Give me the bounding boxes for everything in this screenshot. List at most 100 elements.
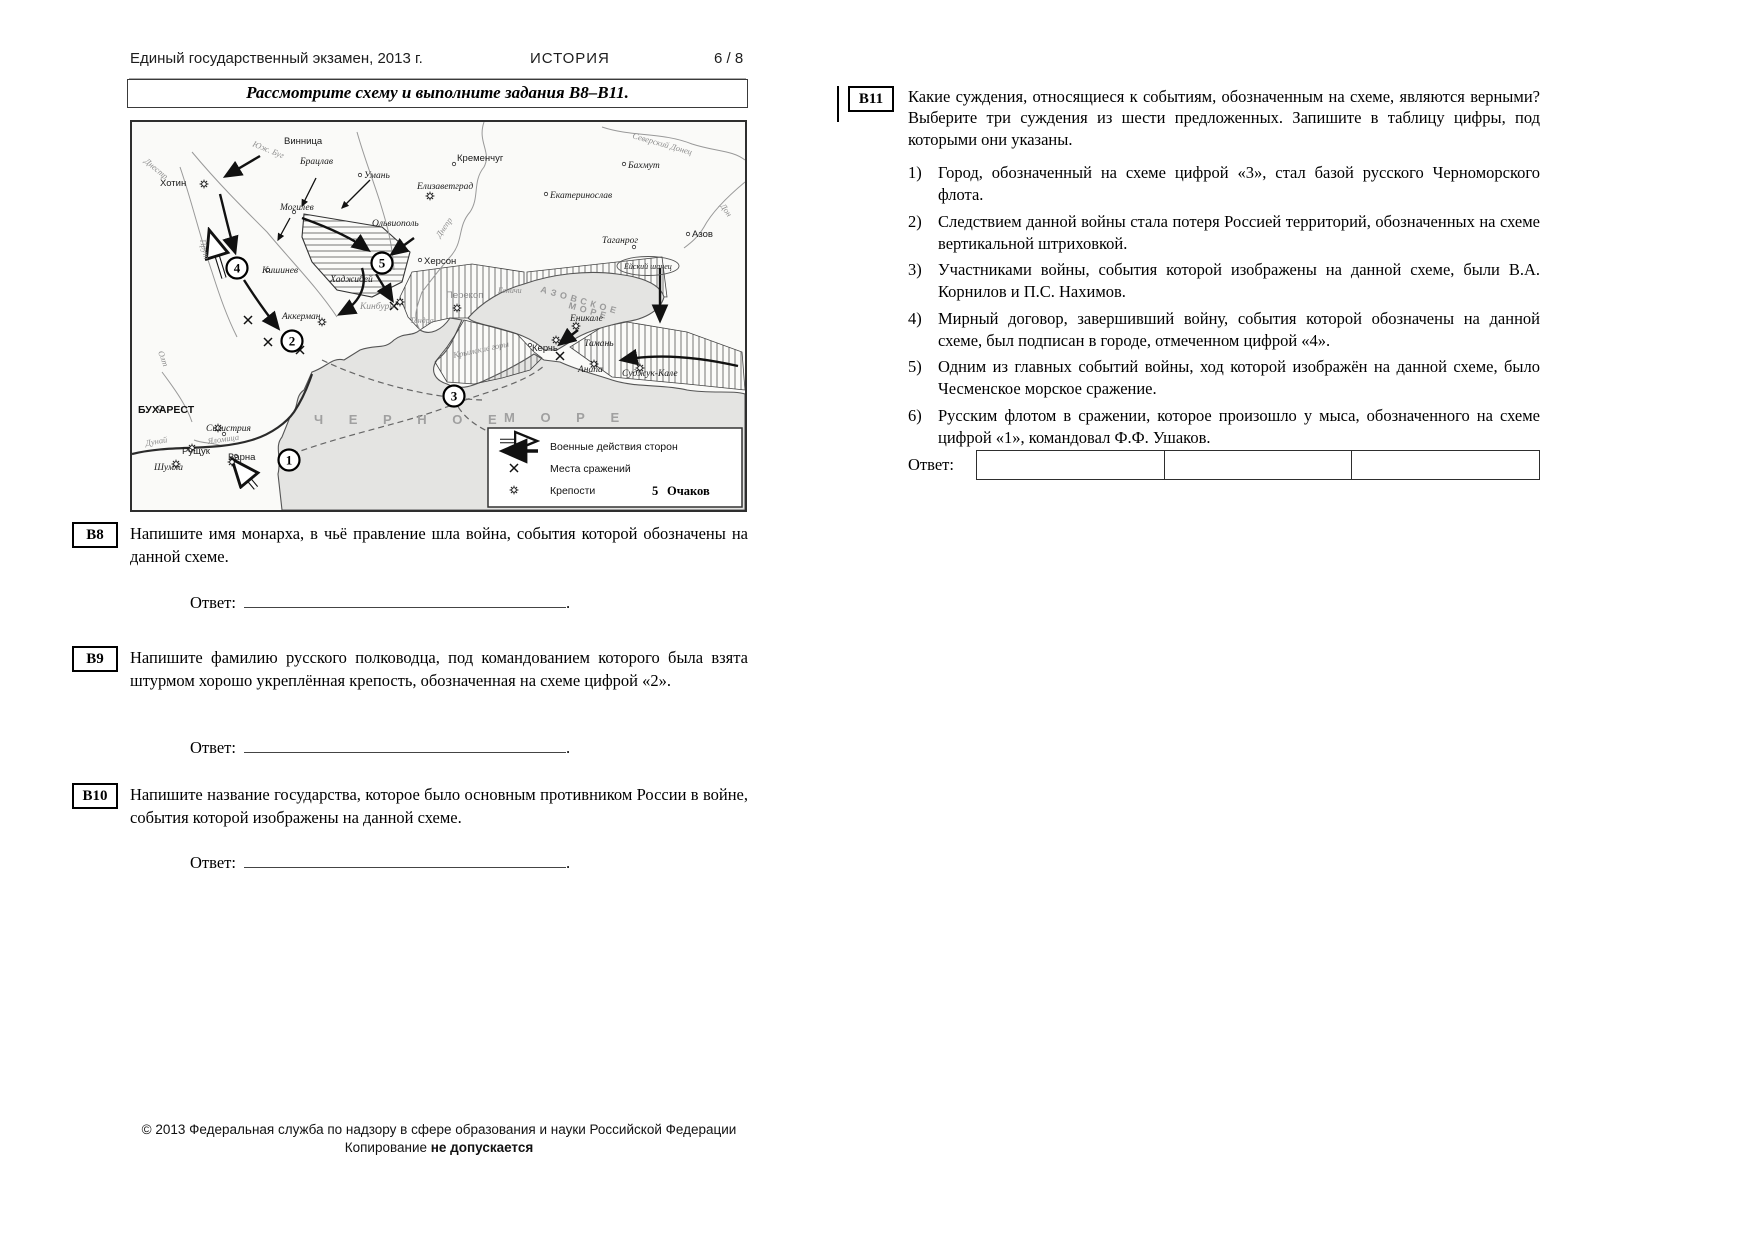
- b11-item-number: 3): [908, 260, 922, 280]
- page-number: 6 / 8: [714, 50, 744, 67]
- map-label: Силистрия: [206, 424, 251, 434]
- map-label: Хотин: [160, 178, 186, 189]
- instruction-banner: Рассмотрите схему и выполните задания В8…: [127, 79, 748, 108]
- rivers: [161, 122, 745, 447]
- legend-sample-name: Очаков: [667, 484, 710, 498]
- svg-text:1: 1: [286, 453, 293, 468]
- map-label: Елизаветград: [416, 181, 473, 192]
- b11-item: 2) Следствием данной войны стала потеря …: [908, 211, 1540, 255]
- legend-battles-label: Места сражений: [550, 463, 631, 475]
- map-label: Брацлав: [299, 157, 333, 167]
- military-arrows-white: [211, 236, 256, 490]
- legend-military-label: Военные действия сторон: [550, 441, 678, 453]
- question-b11-id: В11: [848, 86, 894, 112]
- map-label: Шумла: [153, 463, 183, 473]
- map-label: Дунай: [144, 434, 169, 448]
- map-label: Ольвиополь: [372, 219, 419, 229]
- question-b10: В10 Напишите название государства, котор…: [72, 783, 748, 830]
- page-footer: © 2013 Федеральная служба по надзору в с…: [130, 1121, 748, 1157]
- b11-item-number: 1): [908, 163, 922, 183]
- map-label: Тамань: [584, 339, 614, 349]
- b11-answer-cell-1[interactable]: [976, 451, 1165, 479]
- map-label: Хаджибей: [329, 274, 373, 285]
- map-number-marker: 1: [277, 448, 301, 472]
- question-b9: В9 Напишите фамилию русского полководца,…: [72, 646, 748, 693]
- b11-item: 3) Участниками войны, события которой из…: [908, 259, 1540, 303]
- map-label: Прут: [198, 237, 212, 260]
- map-number-marker: 2: [280, 329, 304, 353]
- b11-answer-cell-3[interactable]: [1352, 451, 1540, 479]
- map-label: Керчь: [532, 343, 558, 354]
- question-b10-text: Напишите название государства, которое б…: [130, 785, 748, 828]
- map-scheme: Ч Е Р Н О Е М О Р Е АЗОВСКОЕ МОРЕ Винниц…: [130, 120, 747, 512]
- answer-line-b8: Ответ:.: [190, 592, 570, 613]
- b11-item: 1) Город, обозначенный на схеме цифрой «…: [908, 162, 1540, 206]
- svg-text:4: 4: [234, 261, 241, 276]
- map-label: Рущук: [182, 446, 211, 457]
- map-label: Суджук-Кале: [622, 368, 678, 379]
- answer-blank-b9[interactable]: [243, 737, 566, 753]
- question-b8-text: Напишите имя монарха, в чьё правление шл…: [130, 524, 748, 567]
- map-label: Ч Е Р Н О Е: [314, 412, 508, 427]
- footer-warning: Копирование не допускается: [130, 1139, 748, 1157]
- answer-blank-b8[interactable]: [243, 592, 566, 608]
- danube-river: [132, 373, 314, 456]
- map-label: Тендра: [410, 316, 434, 325]
- answer-blank-b10[interactable]: [243, 852, 566, 868]
- map-legend: Военные действия сторон Места сражений К…: [487, 427, 743, 508]
- exam-title: Единый государственный экзамен, 2013 г.: [130, 50, 423, 67]
- b11-item-text: Участниками войны, события которой изобр…: [938, 260, 1540, 302]
- question-b8-id: В8: [72, 522, 118, 548]
- map-number-marker: 4: [225, 256, 249, 280]
- map-label: Таганрог: [602, 236, 638, 246]
- map-label: Яломица: [206, 432, 240, 446]
- answer-label: Ответ:: [190, 738, 236, 757]
- answer-line-b11: Ответ:: [908, 450, 1540, 480]
- military-arrows-thin: [277, 177, 371, 242]
- subject-title: ИСТОРИЯ: [530, 50, 610, 67]
- hatch-region-horizontal-ochakov: [301, 213, 411, 298]
- b11-items-list: 1) Город, обозначенный на схеме цифрой «…: [908, 162, 1540, 448]
- map-label: Кишинев: [261, 266, 298, 276]
- legend-sample-number: 5: [652, 484, 658, 498]
- map-label: Анапа: [577, 365, 603, 375]
- legend-fortress-label: Крепости: [550, 485, 595, 497]
- b11-item-number: 5): [908, 357, 922, 377]
- map-label: М О Р Е: [504, 410, 630, 425]
- b11-item-number: 2): [908, 211, 922, 231]
- map-number-marker: 5: [370, 251, 394, 275]
- b11-item-text: Мирный договор, завершивший войну, событ…: [938, 308, 1540, 350]
- b11-item: 5) Одним из главных событий войны, ход к…: [908, 356, 1540, 400]
- map-label: БУХАРЕСТ: [138, 404, 195, 416]
- b11-item-number: 4): [908, 308, 922, 328]
- footer-copyright: © 2013 Федеральная служба по надзору в с…: [141, 1122, 737, 1137]
- map-number-marker: 3: [442, 384, 466, 408]
- b11-item-text: Одним из главных событий войны, ход кото…: [938, 357, 1540, 399]
- question-b10-id: В10: [72, 783, 118, 809]
- b11-answer-table: [975, 450, 1540, 480]
- page-header: Единый государственный экзамен, 2013 г. …: [130, 50, 748, 70]
- map-label: Аккерман: [281, 312, 321, 322]
- map-svg: Ч Е Р Н О Е М О Р Е АЗОВСКОЕ МОРЕ Винниц…: [132, 122, 745, 510]
- b11-item-number: 6): [908, 405, 922, 425]
- answer-period: .: [565, 738, 571, 757]
- question-b11: В11 Какие суждения, относящиеся к событи…: [848, 86, 1542, 454]
- map-label: Винница: [284, 136, 323, 147]
- column-divider: [837, 86, 839, 122]
- map-label: Екатеринослав: [549, 191, 612, 201]
- b11-item: 4) Мирный договор, завершивший войну, со…: [908, 308, 1540, 352]
- svg-text:2: 2: [289, 334, 296, 349]
- answer-line-b10: Ответ:.: [190, 852, 570, 873]
- question-b8: В8 Напишите имя монарха, в чьё правление…: [72, 522, 748, 569]
- footer-warning-bold: не допускается: [430, 1140, 534, 1156]
- b11-item-text: Следствием данной войны стала потеря Рос…: [938, 211, 1540, 253]
- yeysk-oval: [616, 256, 680, 276]
- map-label: Азов: [692, 229, 713, 240]
- b11-answer-cell-2[interactable]: [1164, 451, 1353, 479]
- footer-warning-normal: Копирование: [344, 1140, 431, 1156]
- map-label: Бахмут: [627, 161, 660, 171]
- answer-period: .: [565, 853, 571, 872]
- map-label: Кременчуг: [457, 153, 504, 164]
- military-arrows-black: [218, 154, 739, 368]
- b11-item-text: Русским флотом в сражении, которое произ…: [938, 405, 1540, 447]
